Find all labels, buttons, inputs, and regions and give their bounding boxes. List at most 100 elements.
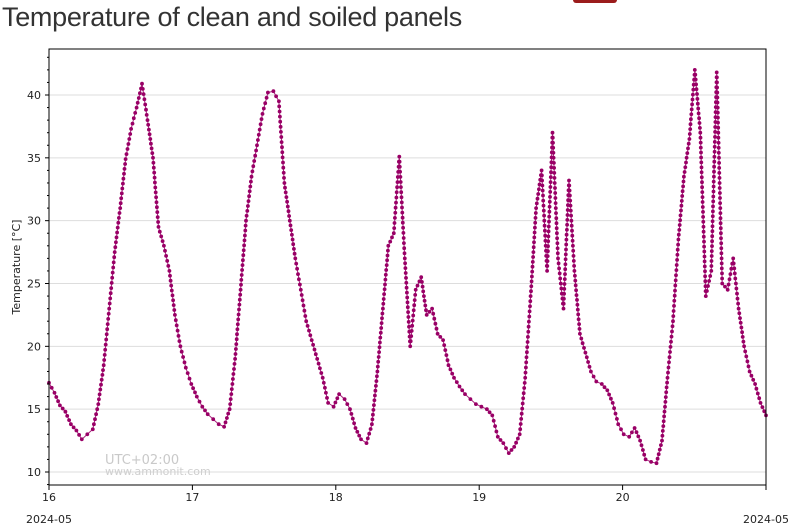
data-point [698, 140, 703, 145]
data-point [638, 438, 642, 443]
data-point [237, 307, 241, 312]
header-accent-tab[interactable] [573, 0, 617, 3]
data-point [320, 375, 325, 380]
data-point [516, 436, 520, 441]
x-tick-label: 16 [42, 491, 56, 504]
data-point [741, 339, 746, 344]
data-point [718, 201, 722, 206]
data-point [720, 276, 724, 281]
data-point [678, 218, 682, 223]
data-point [548, 180, 553, 185]
data-point [402, 246, 407, 251]
data-point [117, 216, 121, 220]
x-tick-label: 19 [472, 491, 486, 504]
data-point [705, 289, 709, 293]
data-point [292, 247, 296, 251]
data-point [143, 102, 148, 107]
data-point [393, 216, 397, 220]
data-point [573, 283, 578, 288]
data-point [546, 234, 551, 239]
data-point [403, 261, 407, 266]
data-point [305, 324, 310, 328]
data-point [247, 189, 252, 194]
data-point [716, 120, 720, 125]
data-point [302, 308, 307, 313]
data-point [399, 190, 404, 195]
data-point [178, 344, 183, 349]
data-point [433, 321, 438, 326]
data-point [527, 309, 532, 314]
data-point [529, 284, 534, 289]
data-point [689, 107, 694, 112]
data-point [144, 113, 149, 117]
y-axis: 10 15 20 25 30 35 40 [27, 56, 49, 486]
page-title: Temperature of clean and soiled panels [2, 2, 462, 32]
data-point [101, 363, 106, 368]
data-point [552, 181, 557, 185]
data-point [698, 135, 703, 140]
data-point [146, 122, 151, 127]
data-point [278, 124, 283, 129]
data-point [368, 427, 373, 431]
data-point [397, 154, 402, 159]
data-point [735, 296, 740, 301]
data-point [398, 175, 403, 179]
data-point [546, 229, 551, 234]
data-point [98, 387, 103, 392]
data-point [58, 403, 62, 408]
data-point [680, 189, 685, 194]
data-point [152, 175, 157, 180]
data-point [716, 145, 721, 150]
data-point [534, 206, 538, 211]
y-tick-label: 35 [27, 152, 41, 165]
data-point [698, 145, 703, 150]
data-point [676, 242, 680, 247]
data-point [407, 324, 411, 329]
data-point [277, 104, 282, 109]
data-point [715, 105, 720, 110]
data-point [479, 404, 484, 409]
data-point [381, 297, 386, 301]
data-point [551, 140, 555, 145]
data-point [568, 208, 573, 213]
data-point [247, 194, 252, 199]
data-point [710, 214, 715, 219]
data-point [106, 317, 111, 321]
data-point [96, 402, 101, 406]
data-point [457, 384, 462, 389]
data-point [115, 230, 119, 235]
data-point [696, 106, 701, 111]
data-point [54, 395, 59, 399]
data-point [542, 213, 546, 218]
data-point [119, 191, 124, 196]
data-point [718, 211, 723, 216]
data-point [283, 185, 287, 190]
data-point [699, 175, 704, 180]
data-point [735, 291, 739, 296]
data-point [716, 125, 721, 130]
data-point [703, 279, 708, 284]
data-point [591, 374, 596, 379]
data-point [754, 386, 759, 391]
data-point [424, 308, 428, 313]
data-point [445, 358, 450, 363]
data-point [701, 219, 706, 224]
data-point [717, 181, 722, 185]
data-point [577, 322, 581, 326]
data-point [318, 366, 322, 371]
data-point [693, 77, 698, 82]
data-point [681, 179, 686, 184]
data-point [576, 317, 581, 322]
data-point [697, 116, 701, 121]
x-sublabel-right: 2024-05 [743, 513, 788, 523]
data-point [565, 218, 570, 222]
data-point [518, 427, 523, 432]
data-point [711, 184, 716, 189]
data-point [405, 300, 410, 305]
data-point [712, 149, 717, 154]
data-point [530, 264, 535, 269]
data-point [709, 264, 714, 268]
data-point [345, 402, 350, 406]
data-point [664, 390, 669, 395]
data-point [101, 368, 105, 372]
